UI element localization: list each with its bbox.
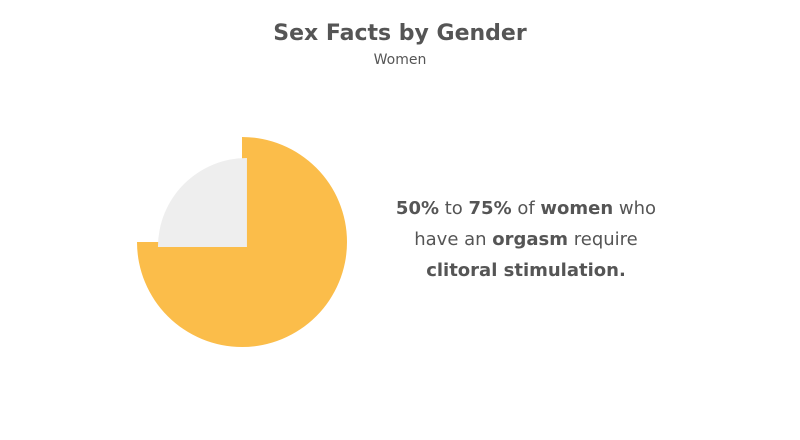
annotation-text: to	[439, 198, 469, 219]
annotation-text: have an	[414, 229, 492, 250]
annotation-line: 50% to 75% of women who	[396, 198, 656, 219]
annotation-line: have an orgasm require	[414, 229, 638, 250]
pie	[137, 137, 347, 347]
annotation-text: 75%	[469, 198, 512, 219]
annotation-line: clitoral stimulation.	[426, 260, 626, 281]
annotation-text: require	[568, 229, 638, 250]
chart-title: Sex Facts by Gender	[273, 21, 527, 46]
annotation-text: who	[613, 198, 656, 219]
annotation-text: of	[512, 198, 541, 219]
pie-slice	[157, 157, 247, 247]
annotation-text: 50%	[396, 198, 439, 219]
annotation-text: orgasm	[492, 229, 568, 250]
annotation-text: clitoral stimulation.	[426, 260, 626, 281]
chart-subtitle: Women	[374, 52, 427, 68]
annotation-text: women	[540, 198, 613, 219]
annotation: 50% to 75% of women who have an orgasm re…	[396, 198, 656, 281]
